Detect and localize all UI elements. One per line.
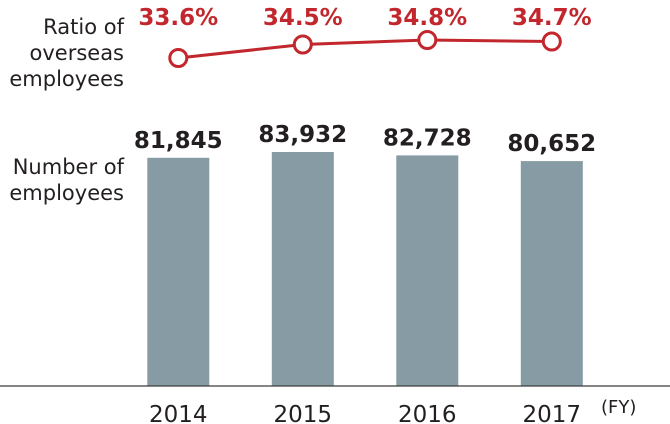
bars-group [147,152,583,386]
ratio-marker-2014 [168,48,189,68]
bar-value-label-2016: 82,728 [383,125,472,151]
bar-series-label-line-2: employees [9,181,124,205]
ratio-value-label-2014: 33.6% [138,5,218,31]
x-tick-label-2015: 2015 [274,402,333,424]
ratio-value-label-2016: 34.8% [387,5,467,31]
line-series-label: Ratio of overseas employees [9,15,124,91]
ratio-line [178,38,552,60]
ratio-marker-2017 [541,31,562,52]
bar-2015 [271,152,334,386]
bar-2016 [396,155,459,386]
bar-value-label-2015: 83,932 [258,122,347,148]
ratio-marker-2015 [292,34,313,55]
line-series-label-line-3: employees [9,67,124,91]
ratio-markers [168,30,562,68]
bar-value-labels: 81,845 83,932 82,728 80,652 [134,122,596,157]
x-tick-label-2016: 2016 [398,402,457,424]
x-tick-label-2014: 2014 [149,402,208,424]
ratio-marker-2016 [417,30,438,50]
bar-2014 [147,157,210,386]
ratio-value-label-2015: 34.5% [263,5,343,31]
bar-value-label-2017: 80,652 [507,131,596,157]
line-series-label-line-2: overseas [30,41,125,65]
bar-series-label-line-1: Number of [13,155,125,179]
line-series-label-line-1: Ratio of [43,15,124,39]
x-unit-label: (FY) [601,397,636,418]
x-tick-label-2017: 2017 [523,402,582,424]
ratio-value-label-2017: 34.7% [512,5,592,31]
ratio-value-labels: 33.6% 34.5% 34.8% 34.7% [138,5,591,31]
bar-series-label: Number of employees [9,155,124,205]
bar-value-label-2014: 81,845 [134,128,223,154]
x-tick-labels: 2014 2015 2016 2017 [149,402,581,424]
bar-2017 [520,161,583,386]
